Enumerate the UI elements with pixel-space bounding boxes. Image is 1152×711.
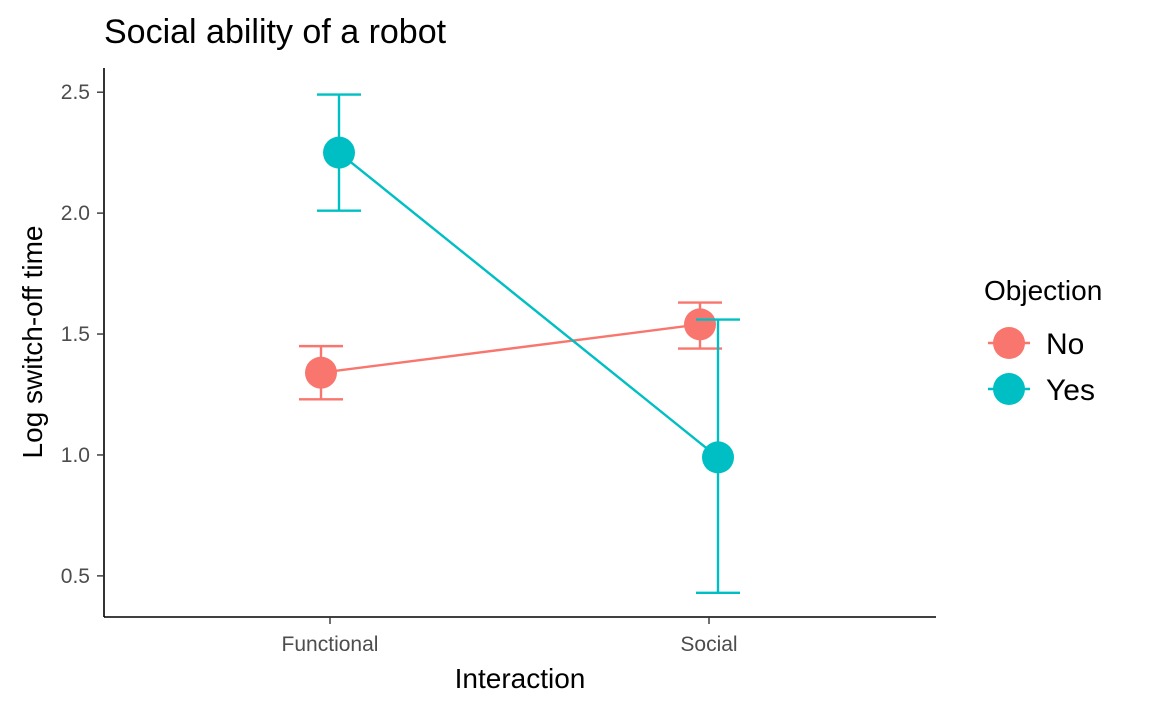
legend-key-point [993, 373, 1025, 405]
y-tick-label: 1.0 [61, 444, 90, 467]
y-tick-label: 2.5 [61, 81, 90, 104]
axes: 0.5 1.0 1.5 2.0 2.5 Functional Social [61, 81, 738, 656]
data-point [684, 308, 716, 341]
legend-title: Objection [984, 275, 1102, 306]
x-tick-label: Social [680, 633, 737, 656]
y-tick-label: 1.5 [61, 323, 90, 346]
plot-area [299, 93, 740, 595]
legend-item-yes: Yes [988, 373, 1095, 407]
y-tick-label: 2.0 [61, 202, 90, 225]
y-axis-title: Log switch-off time [17, 226, 48, 459]
chart-title: Social ability of a robot [104, 13, 447, 51]
data-point [702, 441, 734, 474]
x-tick-label: Functional [282, 633, 379, 656]
data-point [305, 356, 337, 389]
x-axis-title: Interaction [455, 663, 586, 694]
legend-item-no: No [988, 327, 1084, 361]
y-tick-label: 0.5 [61, 565, 90, 588]
legend-key-point [993, 327, 1025, 359]
series-line-yes [338, 151, 719, 459]
series-line-no [320, 323, 701, 374]
data-point [323, 136, 355, 169]
legend-label: No [1046, 328, 1084, 361]
legend-label: Yes [1046, 374, 1095, 407]
legend: Objection No Yes [984, 275, 1102, 407]
